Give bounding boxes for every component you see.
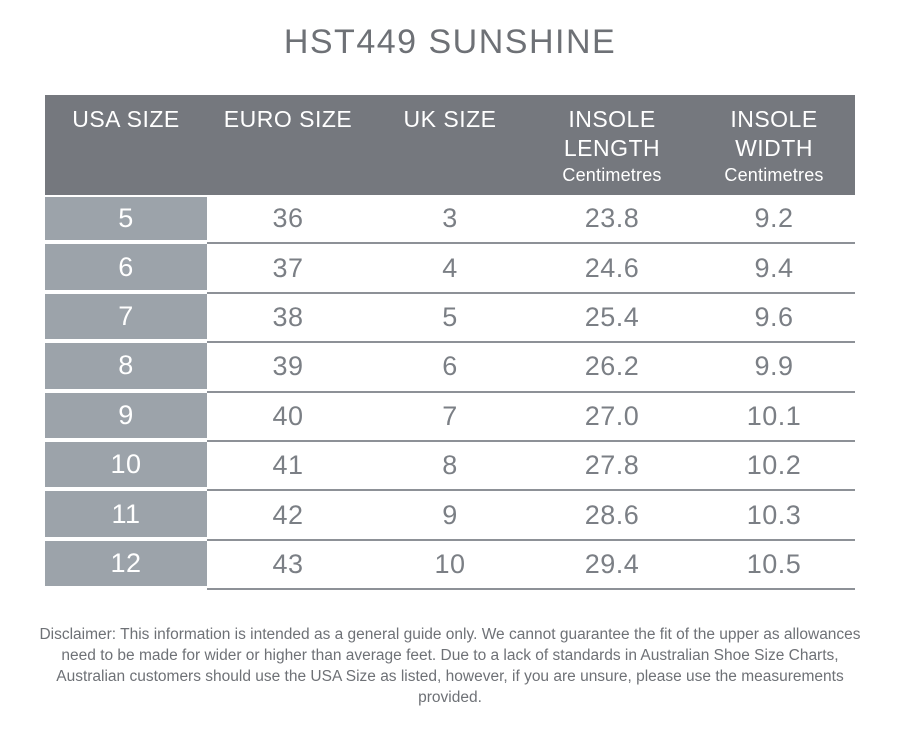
- size-cell: 41: [207, 441, 369, 492]
- column-header-label: WIDTH: [735, 135, 813, 161]
- table-row: 10 41 8 27.8 10.2: [45, 441, 855, 492]
- size-cell: 40: [207, 392, 369, 442]
- size-cell: 25.4: [531, 293, 693, 344]
- size-cell: 7: [369, 392, 531, 442]
- size-cell: 23.8: [531, 195, 693, 245]
- size-table: USA SIZE EURO SIZE UK SIZE INSOLE LENGTH…: [45, 95, 855, 591]
- size-cell: 10.3: [693, 491, 855, 541]
- size-cell: 9.4: [693, 244, 855, 294]
- size-cell: 29.4: [531, 540, 693, 591]
- size-cell: 9.6: [693, 293, 855, 344]
- column-header-usa-size: USA SIZE: [45, 95, 207, 195]
- size-cell: 9: [369, 491, 531, 541]
- column-header-unit: Centimetres: [724, 165, 824, 185]
- size-cell: 36: [207, 195, 369, 245]
- column-header-label: USA SIZE: [72, 106, 180, 132]
- column-header-label: UK SIZE: [403, 106, 497, 132]
- size-cell: 38: [207, 293, 369, 344]
- size-cell: 42: [207, 491, 369, 541]
- usa-size-cell: 6: [45, 244, 207, 294]
- table-row: 9 40 7 27.0 10.1: [45, 392, 855, 442]
- usa-size-cell: 10: [45, 441, 207, 492]
- size-cell: 27.0: [531, 392, 693, 442]
- usa-size-cell: 9: [45, 392, 207, 442]
- usa-size-cell: 5: [45, 195, 207, 245]
- column-header-unit: Centimetres: [562, 165, 662, 185]
- size-cell: 39: [207, 343, 369, 393]
- column-header-label: INSOLE: [568, 106, 656, 132]
- table-row: 11 42 9 28.6 10.3: [45, 491, 855, 541]
- size-cell: 4: [369, 244, 531, 294]
- table-row: 5 36 3 23.8 9.2: [45, 195, 855, 245]
- size-chart-page: HST449 SUNSHINE USA SIZE EURO SIZE UK SI…: [0, 22, 900, 708]
- table-header-row: USA SIZE EURO SIZE UK SIZE INSOLE LENGTH…: [45, 95, 855, 195]
- usa-size-cell: 8: [45, 343, 207, 393]
- size-cell: 43: [207, 540, 369, 591]
- column-header-uk-size: UK SIZE: [369, 95, 531, 195]
- usa-size-cell: 7: [45, 293, 207, 344]
- size-cell: 6: [369, 343, 531, 393]
- column-header-insole-width: INSOLE WIDTH Centimetres: [693, 95, 855, 195]
- column-header-insole-length: INSOLE LENGTH Centimetres: [531, 95, 693, 195]
- column-header-label: LENGTH: [563, 135, 661, 161]
- table-body: 5 36 3 23.8 9.2 6 37 4 24.6 9.4 7 38 5 25.4 9.6 8 39 6 26.…: [45, 195, 855, 591]
- size-cell: 10.2: [693, 441, 855, 492]
- size-cell: 5: [369, 293, 531, 344]
- table-row: 7 38 5 25.4 9.6: [45, 293, 855, 344]
- size-cell: 9.9: [693, 343, 855, 393]
- size-cell: 8: [369, 441, 531, 492]
- size-cell: 3: [369, 195, 531, 245]
- table-row: 12 43 10 29.4 10.5: [45, 540, 855, 591]
- column-header-label: EURO SIZE: [223, 106, 353, 132]
- usa-size-cell: 12: [45, 540, 207, 591]
- size-cell: 28.6: [531, 491, 693, 541]
- column-header-label: INSOLE: [730, 106, 818, 132]
- column-header-euro-size: EURO SIZE: [207, 95, 369, 195]
- size-cell: 9.2: [693, 195, 855, 245]
- size-cell: 27.8: [531, 441, 693, 492]
- page-title: HST449 SUNSHINE: [283, 23, 617, 61]
- disclaimer-text: Disclaimer: This information is intended…: [39, 626, 861, 707]
- size-cell: 26.2: [531, 343, 693, 393]
- size-cell: 24.6: [531, 244, 693, 294]
- size-cell: 10: [369, 540, 531, 591]
- size-cell: 37: [207, 244, 369, 294]
- table-row: 8 39 6 26.2 9.9: [45, 343, 855, 393]
- usa-size-cell: 11: [45, 491, 207, 541]
- size-cell: 10.1: [693, 392, 855, 442]
- size-cell: 10.5: [693, 540, 855, 591]
- table-row: 6 37 4 24.6 9.4: [45, 244, 855, 294]
